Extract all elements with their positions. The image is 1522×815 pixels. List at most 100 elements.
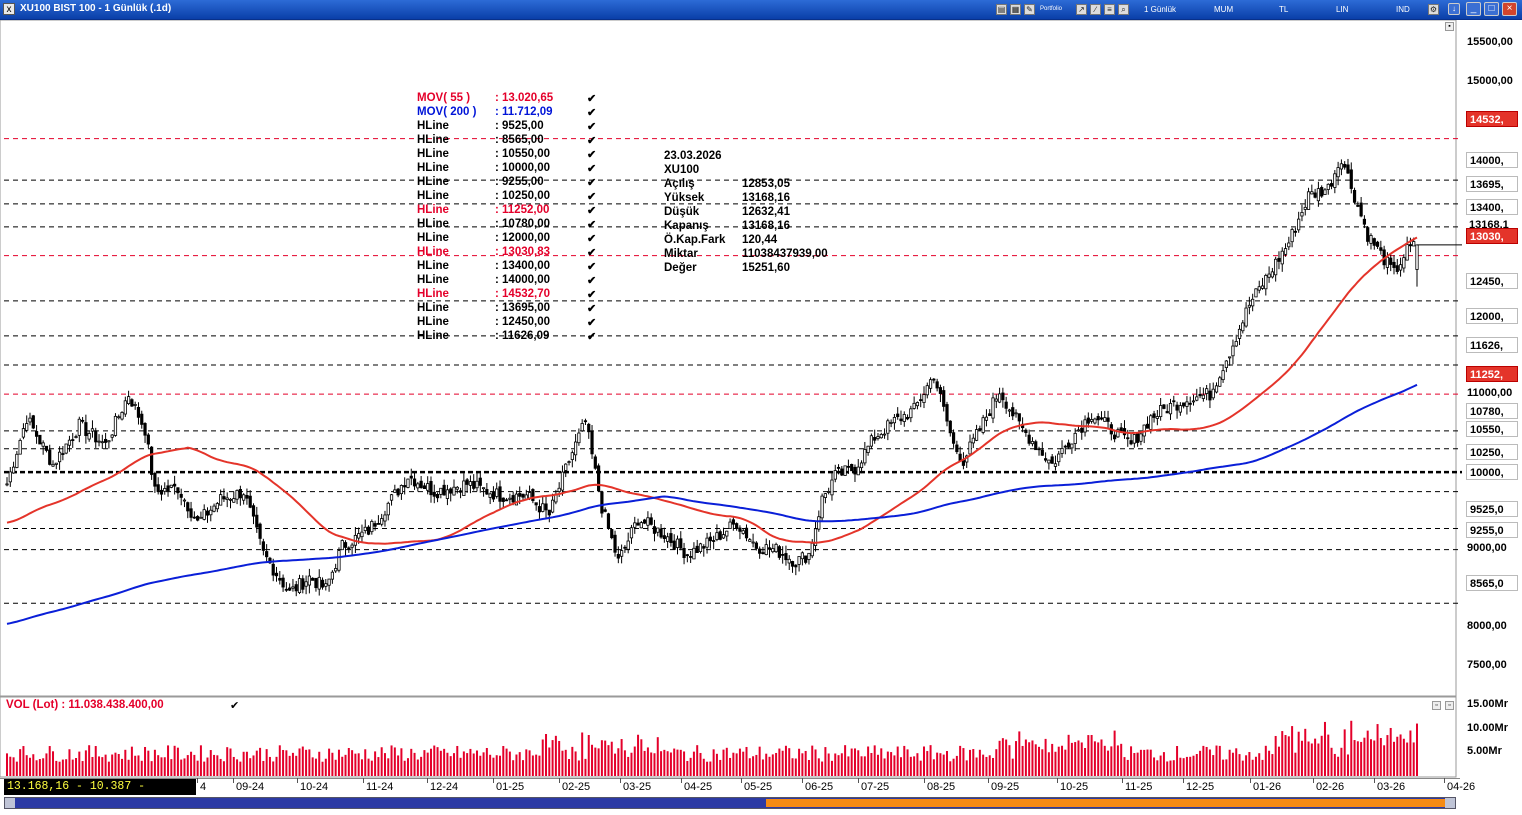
volume-bar	[308, 749, 311, 776]
volume-bar	[1392, 741, 1395, 776]
volume-bar	[311, 757, 314, 776]
candle-body	[774, 543, 778, 553]
legend-value: : 13.020,65	[495, 92, 554, 104]
legend-visible-check-icon[interactable]: ✔	[587, 149, 597, 161]
price-chart[interactable]	[0, 20, 1522, 778]
legend-visible-check-icon[interactable]: ✔	[587, 121, 597, 133]
legend-visible-check-icon[interactable]: ✔	[587, 233, 597, 245]
tool-icon[interactable]: ✎	[1024, 4, 1035, 15]
candle-body	[1336, 167, 1340, 178]
minimize-icon[interactable]: _	[1466, 2, 1481, 16]
candle-body	[504, 499, 509, 502]
volume-bar	[321, 761, 324, 776]
grid-icon[interactable]: ▦	[1010, 4, 1021, 15]
candle-body	[873, 437, 877, 441]
portfolio-label[interactable]: Portfolio	[1040, 6, 1063, 12]
candle-body	[41, 442, 45, 447]
candle-body	[1011, 407, 1015, 417]
volume-bar	[1185, 756, 1188, 776]
volume-panel-toggle-icon[interactable]: ▫	[1432, 701, 1441, 710]
candle-body	[820, 495, 824, 519]
time-scrollbar[interactable]	[4, 797, 1456, 809]
candle-body	[337, 550, 341, 571]
candle-body	[991, 397, 995, 419]
candle-body	[238, 488, 242, 499]
zoom-icon[interactable]: ⌕	[1118, 4, 1129, 15]
legend-value: : 12000,00	[495, 232, 550, 244]
legend-visible-check-icon[interactable]: ✔	[587, 93, 597, 105]
close-icon[interactable]: x	[3, 3, 15, 15]
pin-icon[interactable]: ↓	[1448, 3, 1460, 15]
legend-visible-check-icon[interactable]: ✔	[587, 303, 597, 315]
legend-row: HLine: 10550,00 ✔	[417, 148, 597, 162]
settings-icon[interactable]: ⚙	[1428, 4, 1439, 15]
volume-bar	[627, 756, 630, 776]
price-level-label: 13400,	[1466, 198, 1518, 215]
volume-bar	[995, 749, 998, 776]
candle-body	[1398, 264, 1403, 271]
candle-body	[593, 456, 597, 469]
close-window-icon[interactable]: ×	[1502, 2, 1517, 16]
volume-bar	[347, 748, 350, 776]
scroll-right-button[interactable]	[1445, 798, 1455, 808]
legend-visible-check-icon[interactable]: ✔	[587, 135, 597, 147]
legend-visible-check-icon[interactable]: ✔	[587, 331, 597, 343]
volume-bar	[124, 749, 127, 776]
candle-body	[1132, 434, 1136, 444]
maximize-icon[interactable]: □	[1484, 2, 1499, 16]
volume-bar	[22, 746, 25, 776]
volume-bar	[160, 757, 163, 776]
legend-visible-check-icon[interactable]: ✔	[587, 219, 597, 231]
period-selector[interactable]: 1 Günlük	[1144, 5, 1177, 14]
legend-visible-check-icon[interactable]: ✔	[587, 247, 597, 259]
legend-visible-check-icon[interactable]: ✔	[587, 177, 597, 189]
scrollbar-thumb[interactable]	[766, 799, 1450, 807]
scroll-left-button[interactable]	[5, 798, 15, 808]
candle-body	[643, 519, 647, 524]
candle-body	[866, 445, 870, 453]
candle-body	[1060, 448, 1064, 454]
legend-visible-check-icon[interactable]: ✔	[587, 275, 597, 287]
candle-body	[1050, 456, 1054, 464]
time-axis-tick: 08-25	[927, 781, 956, 793]
legend-visible-check-icon[interactable]: ✔	[587, 317, 597, 329]
volume-panel-close-icon[interactable]: ▫	[1445, 701, 1454, 710]
scale-selector[interactable]: LIN	[1336, 5, 1349, 14]
legend-visible-check-icon[interactable]: ✔	[587, 289, 597, 301]
candle-body	[288, 587, 292, 591]
candle-body	[334, 568, 338, 572]
fib-icon[interactable]: ≡	[1104, 4, 1115, 15]
chart-icon[interactable]: ▤	[996, 4, 1007, 15]
volume-visible-check-icon[interactable]: ✔	[230, 700, 240, 712]
candle-body	[228, 498, 233, 501]
volume-bar	[508, 751, 511, 776]
candle-body	[531, 489, 535, 502]
legend-value: : 11626,09	[495, 330, 550, 342]
legend-visible-check-icon[interactable]: ✔	[587, 191, 597, 203]
candle-body	[626, 540, 630, 550]
volume-bar	[788, 748, 791, 776]
candle-body	[695, 545, 699, 553]
candle-body	[1247, 304, 1251, 308]
legend-visible-check-icon[interactable]: ✔	[587, 107, 597, 119]
legend-visible-check-icon[interactable]: ✔	[587, 261, 597, 273]
draw-icon[interactable]: ↗	[1076, 4, 1087, 15]
volume-bar	[127, 759, 130, 776]
volume-bar	[827, 753, 830, 776]
volume-bar	[278, 745, 281, 776]
volume-bar	[462, 751, 465, 776]
volume-legend: VOL (Lot) : 11.038.438.400,00	[6, 699, 164, 711]
chart-style-selector[interactable]: MUM	[1214, 5, 1234, 14]
candle-body	[403, 485, 407, 488]
legend-visible-check-icon[interactable]: ✔	[587, 205, 597, 217]
panel-menu-icon[interactable]: ▪	[1445, 22, 1454, 31]
candle-body	[1007, 409, 1012, 412]
currency-selector[interactable]: TL	[1279, 5, 1289, 14]
volume-bar	[140, 760, 143, 776]
line-icon[interactable]: ∕	[1090, 4, 1101, 15]
volume-bar	[403, 760, 406, 776]
volume-bar	[285, 750, 288, 776]
legend-visible-check-icon[interactable]: ✔	[587, 163, 597, 175]
candle-body	[481, 487, 486, 490]
indicator-selector[interactable]: IND	[1396, 5, 1410, 14]
